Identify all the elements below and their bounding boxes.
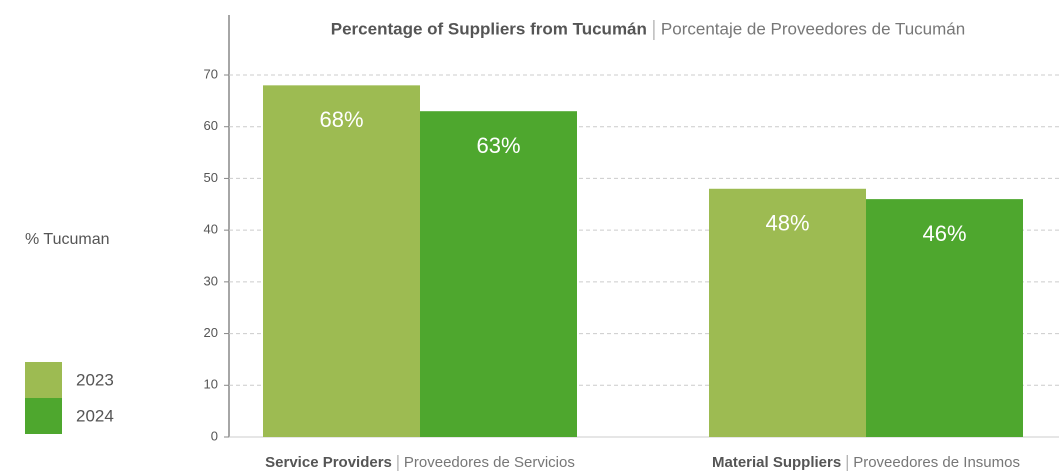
bar	[866, 199, 1023, 437]
value-label: 63%	[476, 133, 520, 158]
y-axis-label: % Tucuman	[25, 231, 109, 248]
bar	[709, 188, 866, 437]
bar	[420, 111, 577, 437]
legend-swatch	[25, 398, 62, 434]
bar	[263, 85, 420, 437]
chart-subtitle: Porcentaje de Proveedores de Tucumán	[661, 19, 965, 38]
y-tick-label: 30	[204, 273, 218, 288]
legend-label: 2024	[76, 406, 114, 425]
value-label: 46%	[922, 221, 966, 246]
y-tick-label: 50	[204, 170, 218, 185]
value-label: 68%	[319, 107, 363, 132]
y-tick-label: 20	[204, 325, 218, 340]
x-tick-sublabel: Proveedores de Insumos	[853, 454, 1020, 471]
y-tick-label: 10	[204, 377, 218, 392]
y-tick-label: 60	[204, 118, 218, 133]
legend-swatch	[25, 362, 62, 398]
x-tick-sublabel: Proveedores de Servicios	[404, 454, 575, 471]
value-label: 48%	[765, 211, 809, 236]
y-tick-label: 70	[204, 66, 218, 81]
y-tick-label: 40	[204, 222, 218, 237]
x-tick-label: Material Suppliers	[712, 454, 841, 471]
y-tick-label: 0	[211, 428, 218, 443]
chart-title: Percentage of Suppliers from Tucumán	[331, 19, 647, 38]
legend-label: 2023	[76, 370, 114, 389]
x-tick-label: Service Providers	[265, 454, 392, 471]
